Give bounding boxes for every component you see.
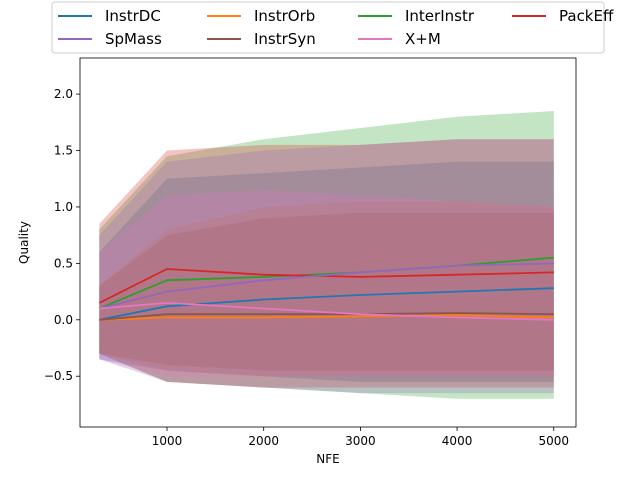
x-tick-label: 5000: [538, 434, 569, 448]
y-tick-label: 1.5: [54, 144, 73, 158]
legend-box: [51, 1, 605, 54]
x-axis-label: NFE: [316, 452, 339, 466]
plot-frame: [79, 57, 577, 428]
x-tick-label: 4000: [442, 434, 473, 448]
x-m-band: [99, 190, 554, 377]
legend-label-interinstr: InterInstr: [405, 7, 475, 25]
legend-label-x-m: X+M: [405, 30, 441, 48]
y-axis-label: Quality: [17, 221, 31, 264]
spmass-line: [99, 262, 554, 310]
x-m-line: [99, 301, 554, 321]
legend-label-instrorb: InstrOrb: [254, 7, 315, 25]
interinstr-band: [99, 111, 554, 399]
y-tick-label: 0.0: [54, 313, 73, 327]
legend-label-instrsyn: InstrSyn: [254, 30, 316, 48]
x-tick-label: 2000: [248, 434, 279, 448]
legend: InstrDC InstrOrb InterInstr PackEff SpMass In…: [51, 1, 614, 54]
legend-label-instrdc: InstrDC: [105, 7, 161, 25]
y-tick-label: 2.0: [54, 87, 73, 101]
legend-label-packeff: PackEff: [559, 7, 614, 25]
interinstr-line: [98, 256, 554, 310]
spmass-band: [99, 139, 554, 394]
instrsyn-band: [99, 212, 554, 371]
packeff-band: [99, 139, 554, 388]
series-lines: [98, 256, 554, 321]
instrdc-band: [99, 161, 554, 382]
x-tick-label: 1000: [152, 434, 183, 448]
instrorb-line: [99, 314, 554, 321]
x-axis-ticks: 1000 2000 3000 4000 5000: [152, 427, 569, 448]
instrdc-line: [99, 287, 554, 321]
legend-label-spmass: SpMass: [105, 30, 162, 48]
y-tick-label: 0.5: [54, 256, 73, 270]
y-tick-label: −0.5: [44, 369, 73, 383]
confidence-bands: [99, 111, 554, 399]
instrsyn-line: [99, 312, 554, 321]
x-tick-label: 3000: [345, 434, 376, 448]
y-tick-label: 1.0: [54, 200, 73, 214]
y-axis-ticks: −0.5 0.0 0.5 1.0 1.5 2.0: [44, 87, 80, 383]
instrorb-band: [99, 201, 554, 377]
